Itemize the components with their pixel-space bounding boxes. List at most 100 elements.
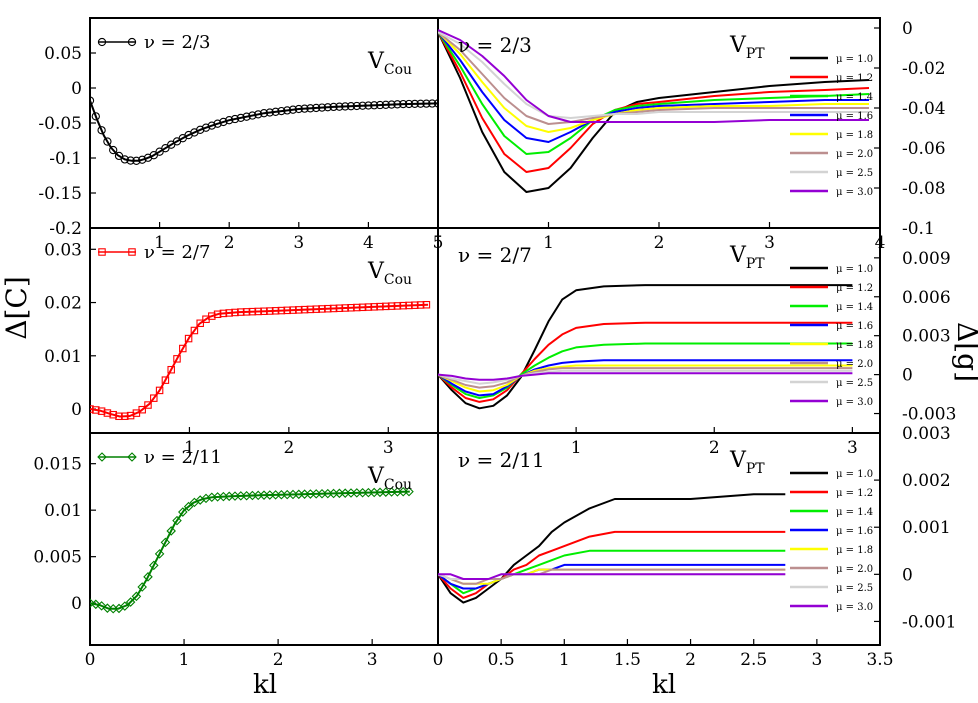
data-point: [271, 307, 280, 315]
data-point: [91, 599, 101, 610]
y-tick-label: 0.05: [44, 44, 82, 64]
legend-label: μ = 3.0: [836, 397, 873, 408]
series-line: [438, 31, 870, 193]
y-tick-label: -0.1: [49, 149, 82, 169]
data-point: [335, 304, 344, 312]
y-tick-label: -0.15: [38, 184, 82, 204]
data-point: [132, 156, 141, 165]
series-ν = 2/7: [90, 300, 431, 421]
data-point: [329, 304, 338, 313]
x-tick-label: 2: [273, 650, 284, 670]
data-point: [399, 99, 408, 109]
potential-subscript: PT: [746, 46, 765, 62]
data-point: [404, 486, 414, 497]
y-tick-label: -0.02: [902, 59, 946, 79]
data-point: [90, 96, 95, 105]
y-tick-label: -0.06: [902, 139, 946, 159]
series-line: [438, 31, 870, 173]
y-tick-label: 0: [902, 366, 913, 386]
series-μ = 1.0: [438, 31, 870, 193]
x-tick-label: 0: [433, 650, 444, 670]
data-point: [138, 155, 147, 164]
data-point: [346, 102, 356, 111]
data-point: [167, 365, 175, 374]
data-point: [248, 111, 257, 120]
y-tick-label: -0.08: [902, 179, 946, 199]
data-point: [103, 137, 112, 146]
x-tick-label: 2: [685, 650, 696, 670]
data-point: [166, 526, 176, 536]
x-tick-label: 3.5: [866, 650, 893, 670]
y-tick-label: -0.1: [902, 219, 935, 239]
y-tick-label: 0.015: [33, 455, 82, 475]
data-point: [416, 99, 425, 108]
data-point: [277, 306, 286, 315]
data-point: [127, 452, 137, 462]
legend-label: μ = 1.2: [836, 283, 873, 294]
data-point: [312, 305, 320, 313]
data-point: [324, 304, 332, 313]
data-point: [335, 102, 344, 111]
data-point: [190, 326, 199, 335]
data-point: [102, 603, 113, 613]
data-point: [422, 99, 431, 108]
y-tick-label: -0.05: [38, 114, 82, 134]
data-point: [393, 302, 402, 310]
x-tick-label: 3: [293, 233, 304, 253]
series-line: [90, 100, 438, 162]
data-point: [399, 301, 407, 310]
data-point: [376, 302, 384, 311]
data-point: [341, 102, 350, 111]
data-point: [289, 306, 297, 314]
x-tick-label: 1: [543, 233, 554, 253]
y-tick-label: 0: [902, 19, 913, 39]
legend-label: μ = 1.0: [836, 469, 873, 480]
x-tick-label: 2: [654, 233, 665, 253]
legend-label: μ = 1.0: [836, 264, 873, 275]
y-tick-label: 0.01: [44, 501, 82, 521]
series-line: [438, 31, 869, 133]
y-tick-label: 0.03: [44, 240, 82, 260]
data-point: [300, 104, 309, 113]
data-point: [179, 344, 187, 353]
data-point: [295, 306, 303, 314]
y-tick-label: 0: [71, 594, 82, 614]
legend-label: μ = 1.2: [836, 73, 873, 84]
legend-label: μ = 1.6: [836, 111, 873, 122]
series-line: [438, 364, 853, 393]
data-point: [347, 304, 355, 312]
x-tick-label: 2.5: [740, 650, 767, 670]
data-point: [160, 537, 171, 548]
series-μ = 1.2: [438, 321, 853, 403]
data-point: [126, 156, 135, 165]
data-point: [358, 303, 367, 312]
series-μ = 1.2: [438, 530, 786, 599]
x-tick-label: 1: [184, 438, 195, 458]
y-tick-label: 0.02: [44, 294, 82, 314]
data-point: [208, 312, 216, 320]
legend-label: μ = 1.6: [836, 526, 873, 537]
data-point: [242, 308, 251, 316]
y-tick-label: 0: [902, 565, 913, 585]
data-point: [128, 248, 136, 256]
legend-label: μ = 1.4: [836, 507, 873, 518]
x-tick-label: 1: [154, 233, 165, 253]
data-point: [103, 409, 112, 417]
x-tick-label: 3: [383, 438, 394, 458]
series-μ = 1.6: [438, 359, 853, 397]
data-point: [90, 598, 95, 608]
data-point: [231, 308, 239, 317]
potential-subscript: Cou: [384, 477, 412, 493]
series-line: [438, 29, 869, 123]
data-point: [277, 106, 286, 116]
legend-label: μ = 2.5: [836, 583, 873, 594]
panels: 0.050-0.05-0.1-0.15-0.21 2 3 4 5ν = 2/3VCou0…: [33, 17, 956, 670]
x-tick-label: 2: [709, 438, 720, 458]
series-line: [438, 372, 853, 381]
data-point: [312, 103, 321, 113]
data-point: [364, 101, 373, 110]
series-μ = 2.5: [438, 31, 869, 119]
series-μ = 1.8: [438, 31, 869, 133]
